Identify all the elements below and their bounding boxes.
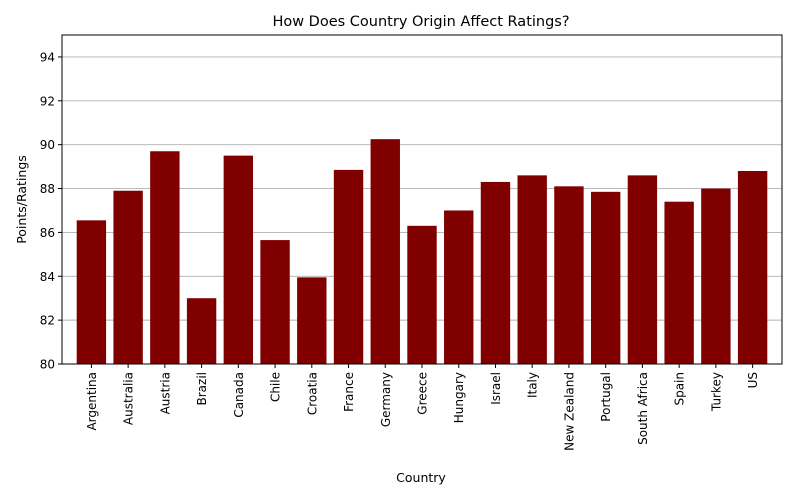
- x-tick-label: Turkey: [709, 372, 723, 412]
- bar: [186, 298, 217, 364]
- x-tick-label: US: [746, 372, 760, 388]
- bar: [223, 155, 254, 364]
- bar: [444, 210, 474, 364]
- bar: [554, 186, 584, 364]
- x-tick-label: Italy: [526, 372, 540, 398]
- x-axis-label: Country: [396, 470, 446, 485]
- bar: [76, 220, 107, 364]
- bar: [407, 225, 437, 364]
- bars: [76, 139, 768, 364]
- x-tick-label: Australia: [122, 372, 136, 425]
- x-tick-label: Israel: [489, 372, 503, 405]
- x-tick-label: Greece: [416, 372, 430, 415]
- bar: [113, 190, 143, 364]
- y-axis-label: Points/Ratings: [14, 155, 29, 244]
- y-tick-label: 80: [40, 358, 55, 372]
- x-tick-label: Brazil: [195, 372, 209, 406]
- x-tick-label: France: [342, 372, 356, 412]
- y-tick-label: 84: [40, 270, 55, 284]
- y-tick-label: 94: [40, 50, 55, 64]
- x-tick-label: Chile: [269, 372, 283, 402]
- bar: [333, 169, 364, 364]
- bar: [297, 277, 327, 364]
- x-tick-label: Germany: [379, 372, 393, 427]
- bar: [150, 151, 180, 364]
- chart-title: How Does Country Origin Affect Ratings?: [272, 14, 569, 30]
- y-tick-label: 90: [40, 138, 55, 152]
- x-tick-label: Hungary: [452, 372, 466, 423]
- bar: [480, 181, 511, 364]
- x-tick-label: New Zealand: [562, 372, 576, 451]
- x-tick-label: Portugal: [599, 372, 613, 422]
- x-tick-label: South Africa: [636, 372, 650, 445]
- bar: [664, 201, 694, 364]
- y-axis-ticks: 80 82 84 86 88 90 92 94: [40, 50, 62, 372]
- y-tick-label: 92: [40, 94, 55, 108]
- x-tick-label: Spain: [673, 372, 687, 406]
- y-tick-label: 86: [40, 226, 55, 240]
- x-tick-label: Croatia: [305, 372, 319, 415]
- bar: [701, 188, 731, 364]
- bar: [260, 240, 290, 364]
- bar: [370, 139, 400, 364]
- x-axis-ticks: Argentina Australia Austria Brazil Canada Chi…: [85, 364, 760, 451]
- x-tick-label: Austria: [158, 372, 172, 414]
- y-tick-label: 82: [40, 314, 55, 328]
- bar: [590, 191, 621, 364]
- bar: [517, 175, 547, 364]
- x-tick-label: Argentina: [85, 372, 99, 431]
- bar: [737, 170, 768, 364]
- bar: [627, 175, 658, 364]
- y-tick-label: 88: [40, 182, 55, 196]
- x-tick-label: Canada: [232, 372, 246, 418]
